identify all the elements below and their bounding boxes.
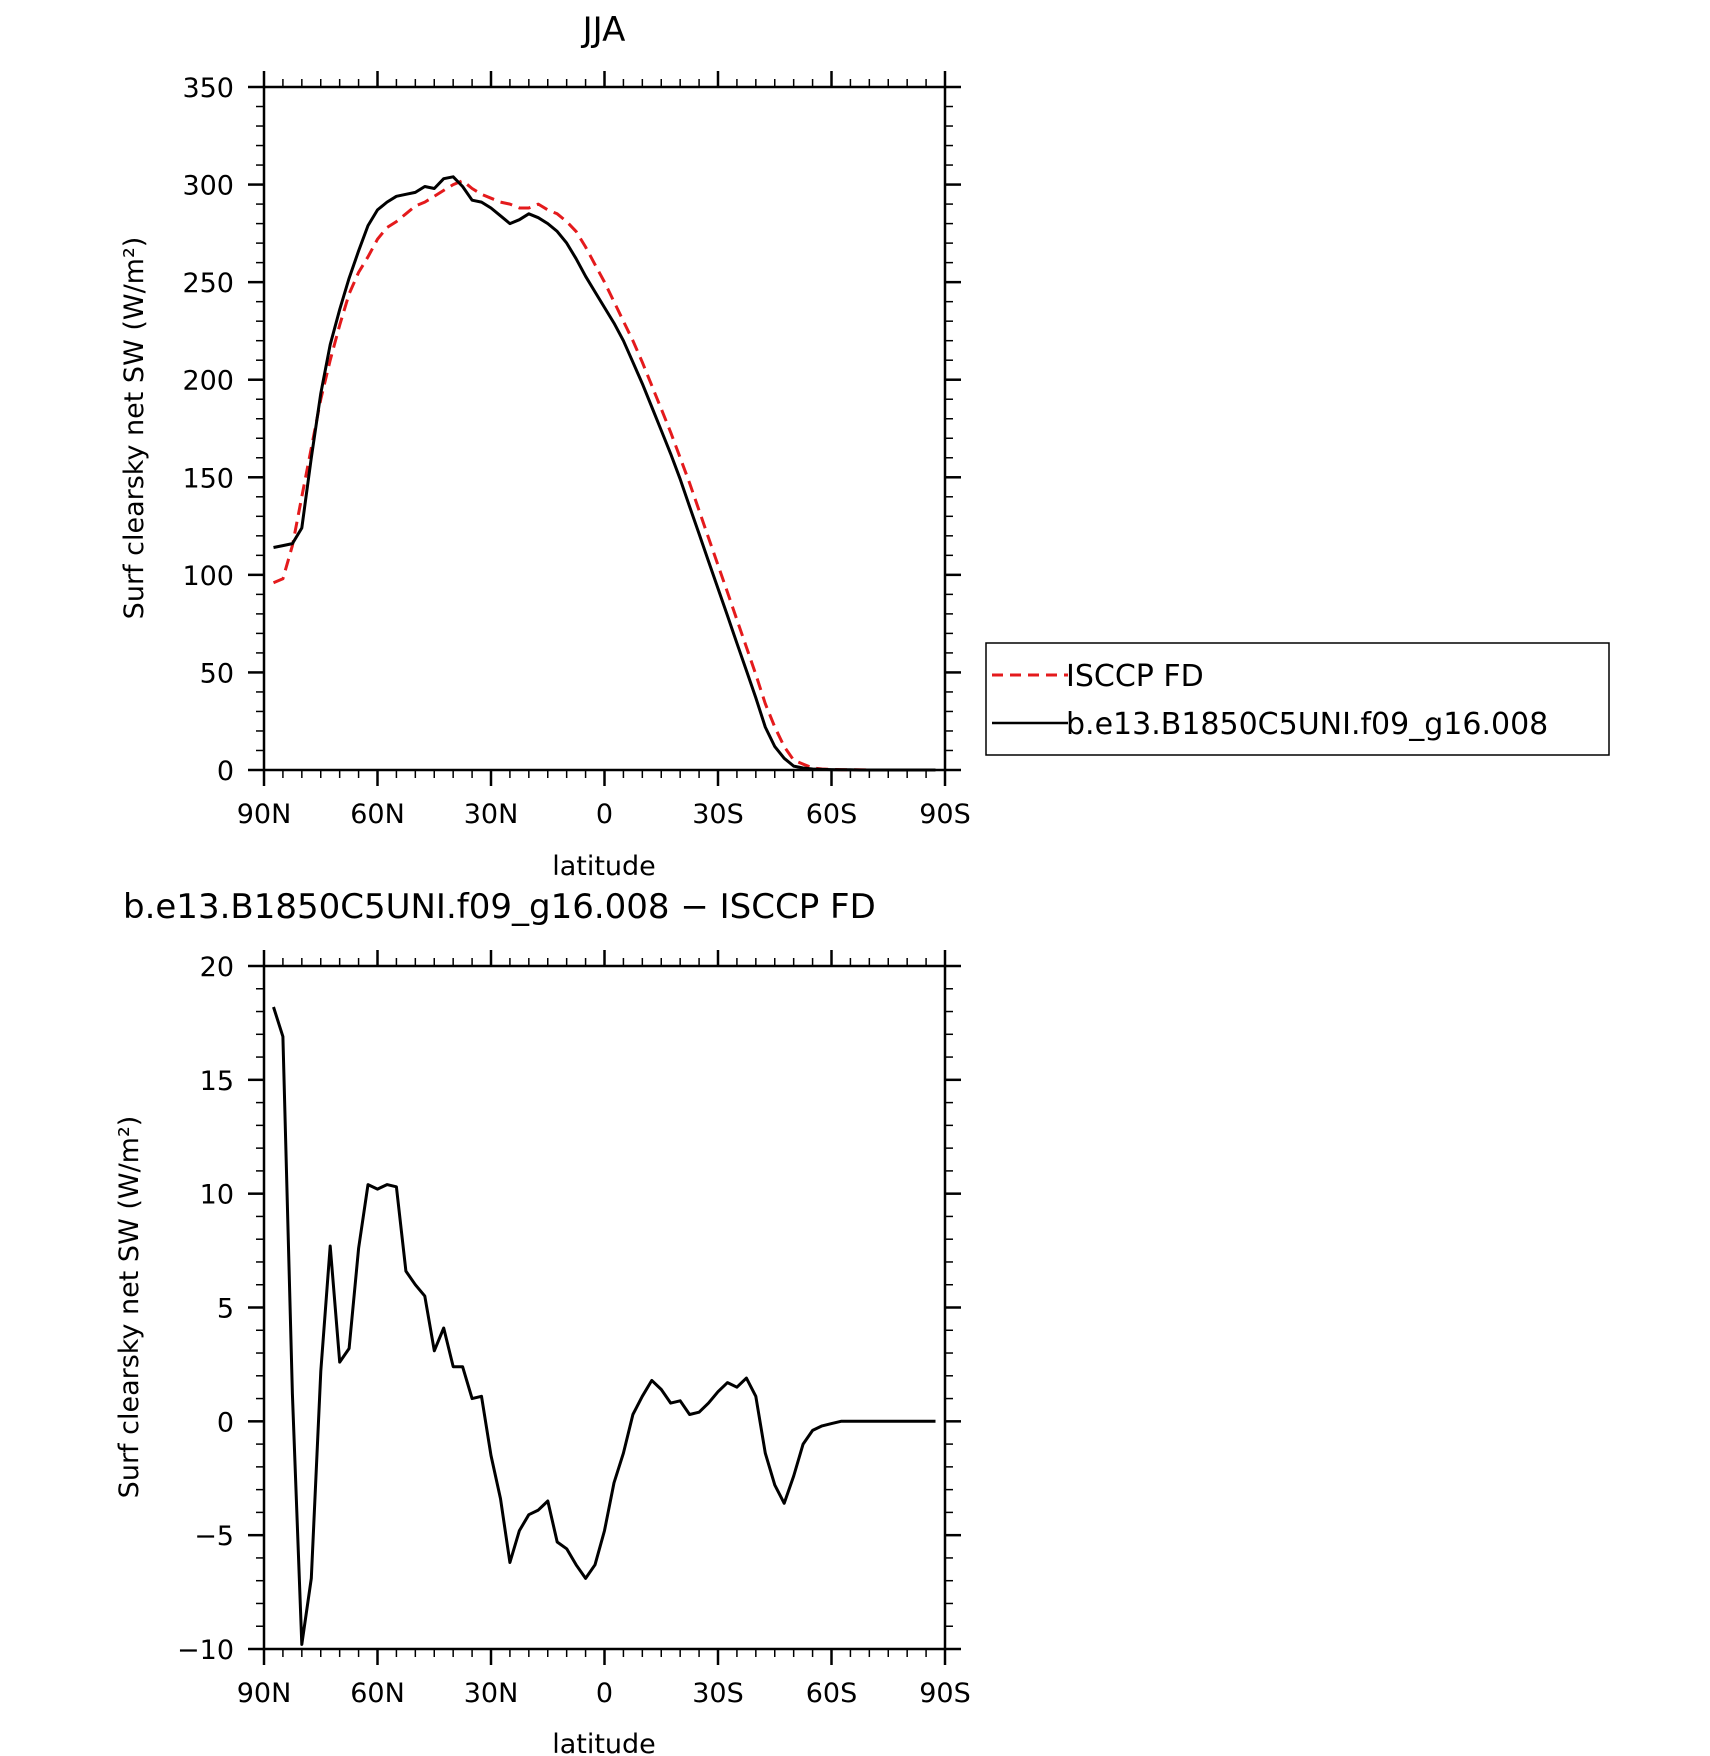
chart-1-title: JJA <box>581 10 626 50</box>
y-tick-label: −10 <box>177 1635 234 1666</box>
series-line-1 <box>272 1006 936 1646</box>
x-tick-label: 0 <box>596 1678 613 1709</box>
x-tick-label: 60S <box>806 799 858 830</box>
x-tick-label: 60N <box>350 799 405 830</box>
series-line-1 <box>272 179 936 772</box>
chart-1-y-axis-label: Surf clearsky net SW (W/m²) <box>119 237 150 620</box>
x-tick-label: 60S <box>806 1678 858 1709</box>
y-tick-label: 300 <box>182 171 234 202</box>
y-tick-label: 100 <box>182 561 234 592</box>
chart-2-x-axis-label: latitude <box>552 1729 656 1756</box>
y-tick-label: −5 <box>194 1521 234 1552</box>
x-tick-label: 90N <box>237 1678 292 1709</box>
legend-entry-model: b.e13.B1850C5UNI.f09_g16.008 <box>1066 707 1548 742</box>
y-tick-label: 250 <box>182 268 234 299</box>
y-tick-label: 0 <box>217 1407 234 1438</box>
chart-2-plot-frame <box>262 964 947 1651</box>
series-line-2 <box>273 175 936 772</box>
y-tick-label: 5 <box>217 1294 234 1325</box>
y-tick-label: 10 <box>200 1180 234 1211</box>
x-tick-label: 90S <box>919 1678 971 1709</box>
x-tick-label: 30N <box>464 1678 519 1709</box>
y-tick-label: 200 <box>182 366 234 397</box>
y-tick-label: 0 <box>217 756 234 787</box>
x-tick-label: 90N <box>237 799 292 830</box>
chart-2-title: b.e13.B1850C5UNI.f09_g16.008 − ISCCP FD <box>123 887 876 927</box>
y-tick-label: 20 <box>200 952 234 983</box>
legend-entry-isccp: ISCCP FD <box>1066 659 1204 694</box>
x-tick-label: 30N <box>464 799 519 830</box>
y-tick-label: 350 <box>182 73 234 104</box>
y-tick-label: 150 <box>182 463 234 494</box>
chart-1-plot-frame <box>262 85 947 772</box>
x-tick-label: 0 <box>596 799 613 830</box>
y-tick-label: 15 <box>200 1066 234 1097</box>
x-tick-label: 30S <box>692 1678 744 1709</box>
y-tick-label: 50 <box>200 658 234 689</box>
x-tick-label: 90S <box>919 799 971 830</box>
x-tick-label: 60N <box>350 1678 405 1709</box>
chart-1-legend: ISCCP FD b.e13.B1850C5UNI.f09_g16.008 <box>985 642 1610 756</box>
chart-1-x-axis-label: latitude <box>552 851 656 882</box>
x-tick-label: 30S <box>692 799 744 830</box>
legend-box <box>985 642 1610 756</box>
chart-panel-1: JJA 90N 60N 30N 0 30S 60S 90S 0 50 100 150 200 250 3… <box>119 10 1610 882</box>
chart-2-y-axis-label: Surf clearsky net SW (W/m²) <box>114 1116 145 1499</box>
chart-panel-2: b.e13.B1850C5UNI.f09_g16.008 − ISCCP FD … <box>114 887 971 1756</box>
